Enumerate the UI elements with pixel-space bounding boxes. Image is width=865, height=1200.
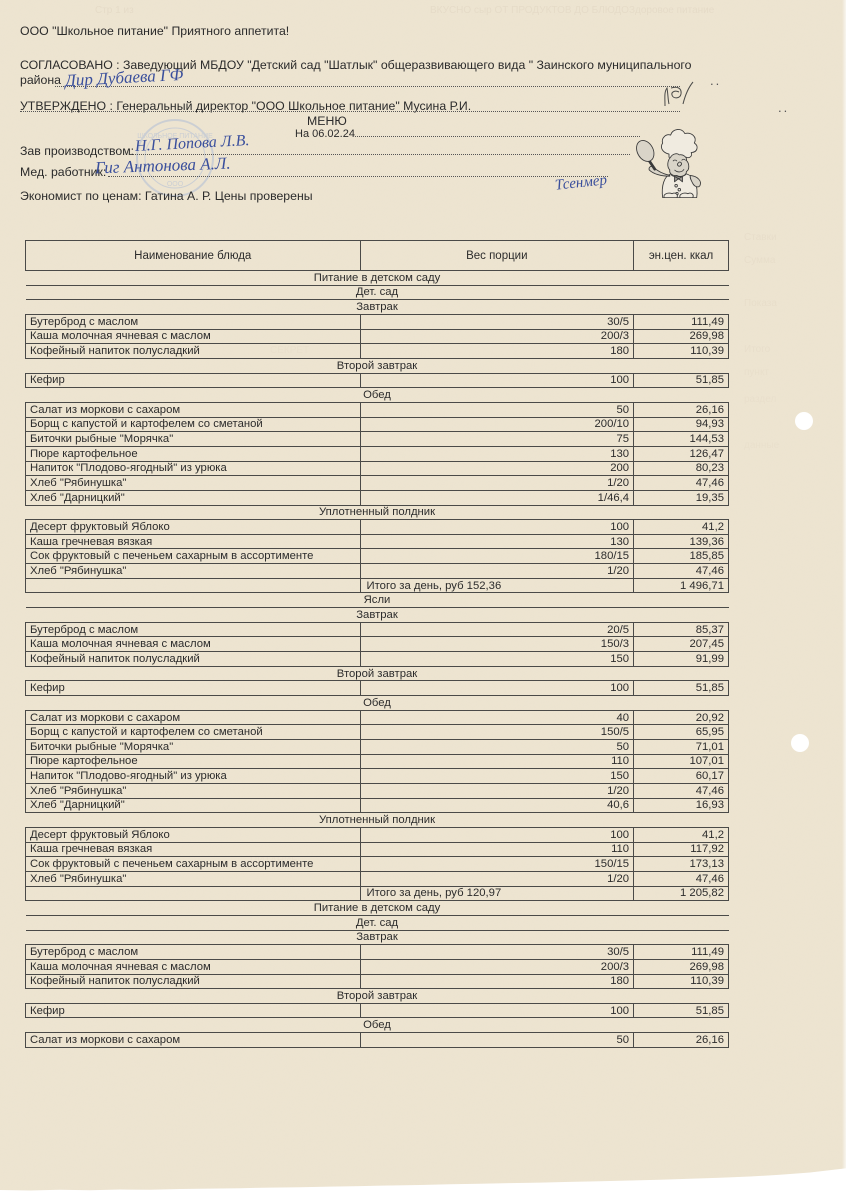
svg-text:ООО: ООО (167, 181, 184, 188)
